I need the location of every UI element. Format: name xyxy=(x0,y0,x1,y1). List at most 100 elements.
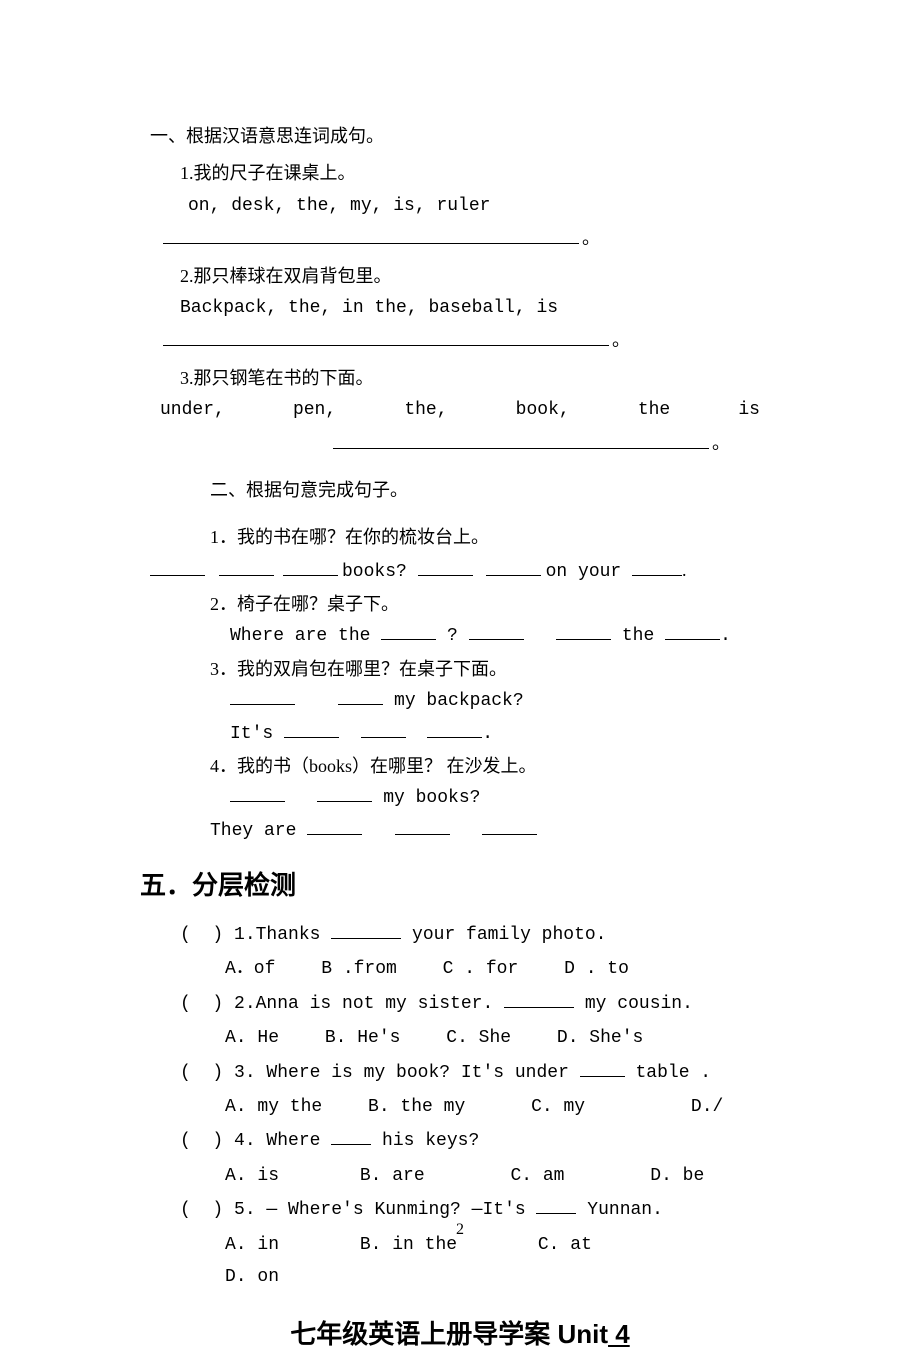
dot: . xyxy=(682,560,687,580)
q-post: table . xyxy=(625,1063,711,1083)
q2-4-fill-2: They are xyxy=(150,815,770,847)
exercise-2-title: 二、根据句意完成句子。 xyxy=(150,474,770,506)
page-number: 2 xyxy=(0,1216,920,1245)
q-num: 4. xyxy=(234,1131,256,1151)
dot: . xyxy=(482,724,493,744)
blank xyxy=(381,639,436,640)
q1-2-chinese: 那只棒球在双肩背包里。 xyxy=(194,266,392,286)
blank xyxy=(418,575,473,576)
period: 。 xyxy=(712,427,730,459)
q-pre: Anna is not my sister. xyxy=(256,994,504,1014)
blank xyxy=(283,575,338,576)
opt: A. is xyxy=(225,1160,279,1192)
blank xyxy=(317,801,372,802)
page-title: 七年级英语上册导学案 Unit 4 xyxy=(150,1311,770,1358)
q2-3-chinese: 3．我的双肩包在哪里？在桌子下面。 xyxy=(150,653,770,685)
blank xyxy=(219,575,274,576)
blank xyxy=(150,575,205,576)
blank xyxy=(580,1076,625,1077)
q1-1-answer: 。 xyxy=(160,222,600,254)
q-pre: Where xyxy=(256,1131,332,1151)
q2-2-fill: Where are the ? the . xyxy=(150,620,770,652)
mc-q3-opts: A. my the B. the my C. my D./ xyxy=(150,1091,770,1123)
text: on your xyxy=(546,562,632,582)
mc-q2-opts: A. He B. He's C. She D. She's xyxy=(150,1022,770,1054)
blank xyxy=(556,639,611,640)
word: the, xyxy=(404,394,447,426)
q1-2-words: Backpack, the, in the, baseball, is xyxy=(150,292,770,324)
opt: A. my the xyxy=(225,1091,322,1123)
q-pre: Thanks xyxy=(256,925,332,945)
q1-1-words: on, desk, the, my, is, ruler xyxy=(150,190,770,222)
section-5-header: 五．分层检测 xyxy=(140,862,770,909)
text: my backpack? xyxy=(394,691,524,711)
text: They are xyxy=(210,821,307,841)
word: the xyxy=(638,394,670,426)
blank xyxy=(338,704,383,705)
word: book, xyxy=(516,394,570,426)
q2-4-fill-1: my books? xyxy=(150,782,770,814)
blank xyxy=(395,834,450,835)
opt: D. on xyxy=(225,1261,279,1293)
text: ? xyxy=(447,626,469,646)
q1-1-chinese: 我的尺子在课桌上。 xyxy=(194,163,356,183)
opt: B .from xyxy=(321,953,397,985)
blank xyxy=(504,1007,574,1008)
exercise-2: 二、根据句意完成句子。 1．我的书在哪？在你的梳妆台上。 books? on y… xyxy=(150,474,770,847)
q1-3-num: 3. xyxy=(180,368,194,388)
q2-3-fill-1: my backpack? xyxy=(150,685,770,717)
q1-1: 1.我的尺子在课桌上。 xyxy=(150,157,770,189)
blank-line xyxy=(163,226,579,244)
q-post: your family photo. xyxy=(401,925,606,945)
q-num: 1. xyxy=(234,925,256,945)
blank xyxy=(536,1213,576,1214)
blank xyxy=(230,704,295,705)
q1-2-num: 2. xyxy=(180,266,194,286)
q1-3-answer: 。 xyxy=(330,427,730,459)
q1-3-chinese: 那只钢笔在书的下面。 xyxy=(194,368,374,388)
opt: B. are xyxy=(360,1160,425,1192)
opt: B. the my xyxy=(368,1091,465,1123)
opt: C . for xyxy=(443,953,519,985)
opt: D. She's xyxy=(557,1022,643,1054)
exercise-1: 一、根据汉语意思连词成句。 1.我的尺子在课桌上。 on, desk, the,… xyxy=(150,120,770,459)
mc-q4: ( ) 4. Where his keys? xyxy=(150,1125,770,1157)
text: Where are the xyxy=(230,626,381,646)
opt: D. be xyxy=(650,1160,704,1192)
word: under, xyxy=(160,394,225,426)
opt: A．of xyxy=(225,953,275,985)
mc-q1: ( ) 1.Thanks your family photo. xyxy=(150,919,770,951)
blank xyxy=(486,575,541,576)
word: pen, xyxy=(293,394,336,426)
q2-1-chinese: 1．我的书在哪？在你的梳妆台上。 xyxy=(150,521,770,553)
q-post: his keys? xyxy=(371,1131,479,1151)
text: the xyxy=(622,626,665,646)
blank xyxy=(427,737,482,738)
blank xyxy=(665,639,720,640)
blank xyxy=(331,1144,371,1145)
opt: D . to xyxy=(564,953,629,985)
q2-2-chinese: 2．椅子在哪？桌子下。 xyxy=(150,588,770,620)
text: my books? xyxy=(383,788,480,808)
title-text: 七年级英语上册导学案 Unit xyxy=(290,1319,608,1349)
blank-line xyxy=(333,431,709,449)
blank xyxy=(307,834,362,835)
blank xyxy=(230,801,285,802)
blank xyxy=(469,639,524,640)
period: 。 xyxy=(612,324,630,356)
q-num: 3. xyxy=(234,1063,256,1083)
mc-q4-opts: A. is B. are C. am D. be xyxy=(150,1160,770,1192)
exercise-1-title: 一、根据汉语意思连词成句。 xyxy=(150,120,770,152)
opt: A. He xyxy=(225,1022,279,1054)
q1-2: 2.那只棒球在双肩背包里。 xyxy=(150,260,770,292)
word: is xyxy=(738,394,760,426)
opt: B. He's xyxy=(325,1022,401,1054)
mc-q3: ( ) 3. Where is my book? It's under tabl… xyxy=(150,1057,770,1089)
unit-number: 4 xyxy=(608,1319,630,1351)
q2-4-chinese: 4．我的书（books）在哪里？ 在沙发上。 xyxy=(150,750,770,782)
dot: . xyxy=(720,626,731,646)
mc-q2: ( ) 2.Anna is not my sister. my cousin. xyxy=(150,988,770,1020)
blank xyxy=(361,737,406,738)
blank xyxy=(331,938,401,939)
blank xyxy=(284,737,339,738)
